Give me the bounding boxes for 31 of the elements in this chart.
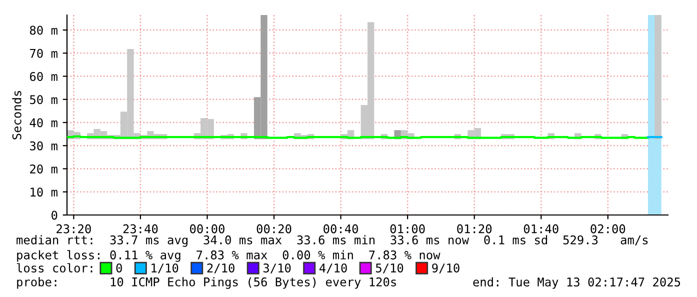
y-tick-label: 30 m: [30, 141, 58, 150]
x-tick-label: 00:20: [256, 224, 292, 234]
y-tick-label: 70 m: [30, 48, 58, 58]
x-tick-label: 01:20: [457, 224, 492, 234]
y-tick-label: 40 m: [30, 118, 58, 128]
text: end: Tue May 13 02:17:47 2025: [473, 277, 680, 289]
legend-label: 2/10: [207, 263, 234, 274]
text: probe: 10 ICMP Echo Pings (56 Bytes) every 120s: [17, 277, 396, 289]
legend-title: loss color:: [16, 263, 92, 272]
y-tick-label: 60 m: [30, 72, 58, 82]
x-tick-label: 02:00: [590, 224, 626, 234]
text: packet loss: 0.11 % avg 7.83 % max 0.00 % min 7.83 % now: [17, 250, 440, 262]
y-tick-label: 80 m: [30, 26, 58, 35]
y-tick-label: 20 m: [30, 164, 58, 174]
legend-label: 0: [116, 263, 122, 272]
x-tick-label: 01:00: [390, 224, 425, 234]
y-tick-label: 0: [52, 210, 58, 220]
text: median rtt: 33.7 ms avg 34.0 ms max 33.6 ms min 33.6 ms now 0.1 ms sd 529.3 am/s: [16, 235, 648, 247]
legend-label: 4/10: [319, 263, 347, 274]
legend-label: 3/10: [263, 263, 291, 274]
x-tick-label: 23:40: [123, 224, 158, 234]
x-tick-label: 23:20: [56, 224, 91, 234]
x-tick-label: 00:40: [324, 224, 358, 234]
x-tick-label: 00:00: [190, 224, 224, 234]
y-tick-label: 10 m: [30, 188, 58, 197]
legend-label: 5/10: [376, 263, 404, 274]
y-tick-label: 50 m: [30, 95, 58, 104]
x-tick-label: 01:40: [524, 224, 558, 234]
y-axis-title: Seconds: [12, 91, 22, 140]
legend-label: 9/10: [432, 263, 460, 274]
legend-label: 1/10: [152, 263, 178, 274]
